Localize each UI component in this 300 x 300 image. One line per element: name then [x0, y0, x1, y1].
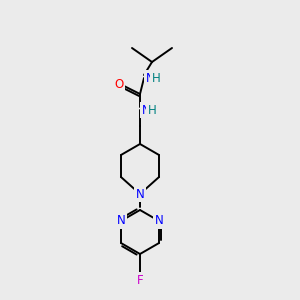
- Text: O: O: [114, 77, 124, 91]
- Text: N: N: [146, 71, 155, 85]
- Text: N: N: [117, 214, 125, 227]
- Text: N: N: [142, 103, 151, 116]
- Text: H: H: [152, 71, 160, 85]
- Text: N: N: [155, 214, 164, 227]
- Text: N: N: [136, 188, 144, 200]
- Text: F: F: [137, 274, 143, 286]
- Text: H: H: [148, 103, 156, 116]
